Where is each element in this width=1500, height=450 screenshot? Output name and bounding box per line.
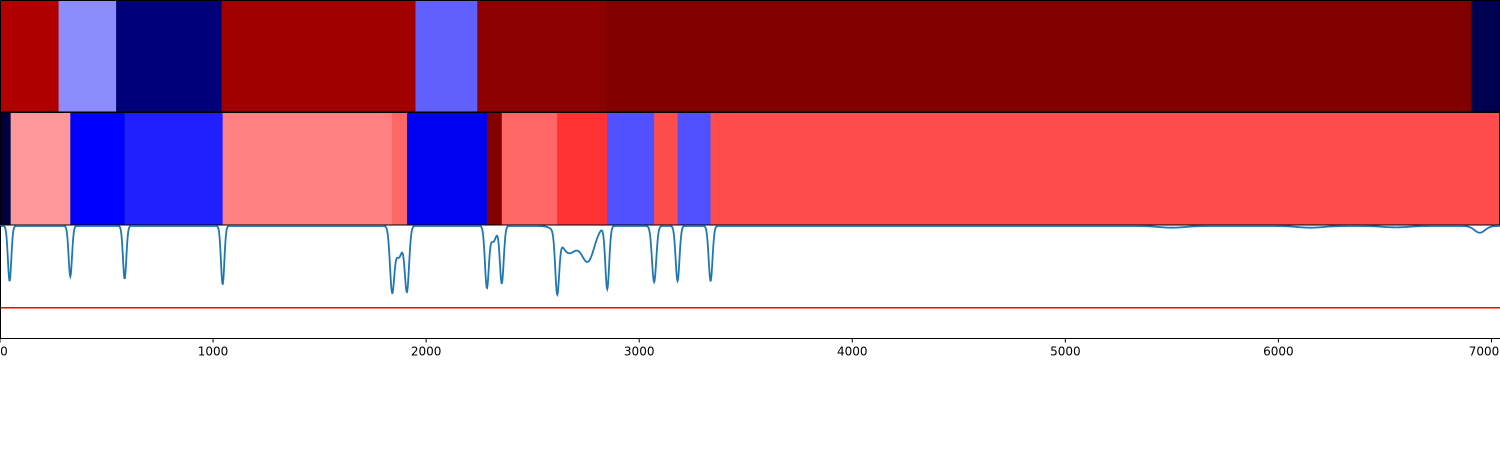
heatmap-segment-middle-7 — [486, 113, 503, 225]
x-ticks: 0 1000 2000 3000 4000 5000 6000 7000 — [0, 338, 1500, 359]
heatmap-segment-middle-12 — [677, 113, 712, 225]
heatmap-segment-top-3 — [221, 1, 417, 112]
x-tick-label-3: 3000 — [624, 345, 655, 359]
x-tick-label-0: 0 — [0, 345, 8, 359]
heatmap-segment-middle-2 — [70, 113, 126, 225]
heatmap-segment-top-7 — [1471, 1, 1500, 112]
heatmap-segment-top-5 — [477, 1, 606, 112]
heatmap-segment-top-4 — [415, 1, 478, 112]
x-tick-label-2: 2000 — [411, 345, 442, 359]
heatmap-segment-middle-4 — [222, 113, 393, 225]
heatmap-segment-top-0 — [0, 1, 60, 112]
heatmap-segment-middle-1 — [10, 113, 71, 225]
x-tick-label-4: 4000 — [837, 345, 868, 359]
line-plot-panel — [0, 225, 1500, 338]
heatmap-segment-middle-5 — [392, 113, 408, 225]
x-tick-label-5: 5000 — [1050, 345, 1081, 359]
heatmap-segment-middle-0 — [0, 113, 12, 225]
heatmap-segment-middle-8 — [501, 113, 558, 225]
heatmap-strip-top — [0, 1, 1500, 112]
heatmap-segment-middle-6 — [406, 113, 488, 225]
heatmap-segment-top-6 — [605, 1, 1472, 112]
x-axis: 0 1000 2000 3000 4000 5000 6000 7000 — [0, 338, 1500, 359]
heatmap-segment-middle-9 — [557, 113, 608, 225]
heatmap-segment-top-1 — [58, 1, 117, 112]
heatmap-segment-middle-11 — [654, 113, 679, 225]
heatmap-segment-middle-3 — [124, 113, 224, 225]
series-line — [0, 225, 1500, 298]
x-tick-label-6: 6000 — [1263, 345, 1294, 359]
heatmap-strip-middle — [0, 113, 1500, 225]
x-tick-label-7: 7000 — [1469, 345, 1500, 359]
x-tick-label-1: 1000 — [198, 345, 229, 359]
heatmap-segment-top-2 — [116, 1, 223, 112]
heatmap-segment-middle-13 — [710, 113, 1500, 225]
heatmap-segment-middle-10 — [607, 113, 655, 225]
